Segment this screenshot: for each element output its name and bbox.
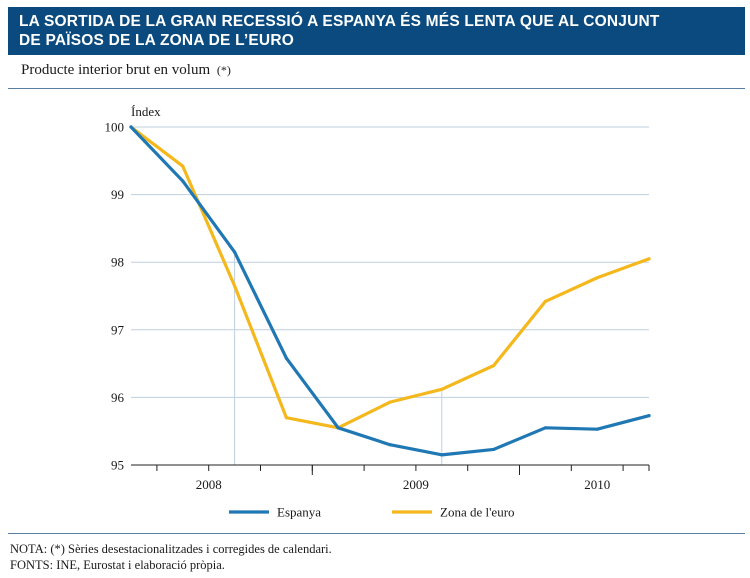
chart-title-line-2: DE PAÏSOS DE LA ZONA DE L’EURO: [19, 32, 294, 49]
data-point-espanya-2009T1: [336, 426, 340, 430]
chart-subtitle: Producte interior brut en volum (*): [21, 62, 231, 79]
sources-note: FONTS: INE, Eurostat i elaboració pròpia…: [10, 558, 225, 572]
footnote: NOTA: (*) Sèries desestacionalitzades i …: [10, 542, 332, 556]
legend: Espanya Zona de l'euro: [229, 505, 515, 520]
data-point-espanya-2009T2: [388, 443, 392, 447]
axes: 95 96 97 98 99 100 Índex 2008 2009 2010: [105, 104, 650, 492]
line-chart: 95 96 97 98 99 100 Índex 2008 2009 2010 Espanya Zo…: [105, 104, 651, 520]
subtitle-note-mark: (*): [216, 63, 231, 77]
series-line-zona-euro: [129, 125, 651, 430]
y-tick-label-97: 97: [111, 322, 125, 337]
data-point-zona-euro-2009T3: [440, 387, 444, 391]
chart-title-line-1: LA SORTIDA DE LA GRAN RECESSIÓ A ESPANYA…: [19, 13, 660, 30]
subtitle-divider: [8, 88, 745, 89]
grid-lines: [131, 126, 649, 465]
chart-title-banner: LA SORTIDA DE LA GRAN RECESSIÓ A ESPANYA…: [8, 7, 745, 55]
data-point-zona-euro-2009T2: [388, 400, 392, 404]
data-point-espanya-2010T1: [543, 426, 548, 430]
y-axis-title: Índex: [131, 104, 161, 119]
legend-label-zona-euro: Zona de l'euro: [440, 505, 515, 520]
y-tick-label-99: 99: [111, 187, 124, 202]
data-point-espanya-2008T1: [129, 125, 133, 129]
data-point-espanya-2008T3: [233, 250, 237, 254]
data-point-espanya-2010T3: [647, 414, 651, 418]
data-point-zona-euro-2010T2: [595, 276, 599, 280]
data-point-zona-euro-2008T3: [233, 284, 237, 288]
x-year-label-2009: 2009: [403, 477, 429, 492]
footer-notes: NOTA: (*) Sèries desestacionalitzades i …: [10, 541, 332, 573]
data-point-espanya-2008T2: [181, 179, 185, 183]
data-point-zona-euro-2008T2: [181, 164, 185, 168]
data-point-espanya-2009T3: [440, 453, 444, 457]
data-point-zona-euro-2009T4: [492, 364, 496, 368]
data-point-espanya-2010T2: [595, 427, 599, 431]
series-lines: [129, 125, 651, 457]
y-tick-label-100: 100: [105, 120, 125, 135]
legend-label-espanya: Espanya: [277, 505, 321, 520]
data-point-zona-euro-2010T1: [543, 299, 548, 304]
y-tick-label-95: 95: [111, 458, 124, 473]
x-year-label-2010: 2010: [584, 477, 610, 492]
footer-divider: [8, 533, 745, 534]
y-tick-label-98: 98: [111, 255, 124, 270]
data-point-espanya-2009T4: [492, 447, 496, 452]
data-point-zona-euro-2008T4: [284, 416, 288, 420]
subtitle-text: Producte interior brut en volum: [21, 62, 211, 78]
data-point-zona-euro-2010T3: [647, 257, 651, 261]
y-tick-label-96: 96: [111, 390, 125, 405]
x-year-label-2008: 2008: [196, 477, 222, 492]
data-point-espanya-2008T4: [284, 356, 288, 360]
